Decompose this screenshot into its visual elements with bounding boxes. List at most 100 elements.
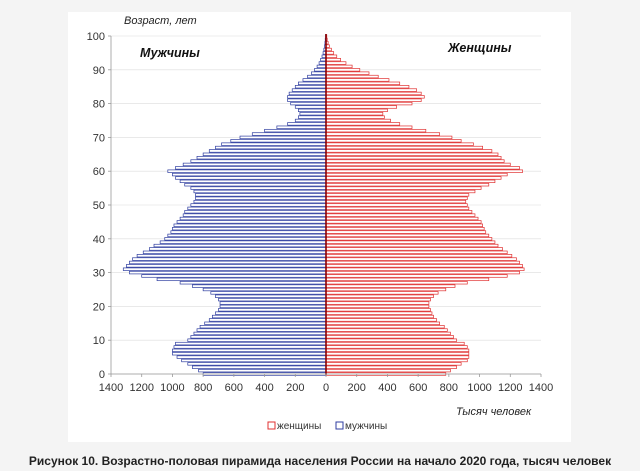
bar-men-age-52	[195, 196, 327, 200]
bar-men-age-37	[149, 247, 327, 251]
bar-men-age-15	[204, 321, 327, 325]
bar-men-age-66	[208, 149, 327, 153]
bar-women-age-87	[325, 78, 390, 82]
bar-men-age-35	[136, 254, 327, 258]
bar-women-age-4	[325, 358, 468, 363]
bar-men-age-26	[192, 284, 327, 288]
bar-men-age-51	[193, 199, 327, 204]
legend: женщины мужчины	[267, 421, 387, 432]
bar-men-age-19	[218, 308, 327, 312]
bar-women-age-45	[325, 220, 482, 224]
bar-women-age-5	[325, 355, 470, 359]
x-tick-labels: 1400 1200 1000 800 600 400 200 0 200 400 600 800 100…	[99, 374, 553, 394]
bar-women-age-40	[325, 237, 493, 241]
bar-men-age-57	[179, 179, 327, 183]
bar-women-age-10	[325, 338, 457, 342]
bar-women-age-28	[325, 277, 490, 282]
x-tick-label-9: 400	[378, 382, 396, 394]
bar-women-age-63	[325, 159, 505, 163]
bar-women-age-92	[325, 61, 347, 65]
bar-women-age-77	[325, 112, 384, 116]
bar-women-age-66	[325, 149, 493, 153]
bar-men-age-84	[291, 88, 327, 92]
x-tick-label-4: 600	[225, 382, 243, 394]
bar-women-age-7	[325, 348, 470, 352]
x-tick-label-14: 1400	[529, 382, 553, 394]
x-tick-label-1: 1200	[129, 382, 153, 394]
bar-men-age-53	[195, 193, 327, 197]
bar-men-age-55	[190, 186, 327, 190]
bar-women-age-68	[325, 142, 474, 146]
bar-women-age-15	[325, 321, 440, 325]
bar-men-age-8	[173, 345, 327, 349]
x-tick-label-2: 1000	[160, 382, 184, 394]
bar-men-age-70	[239, 135, 327, 140]
bar-women-age-65	[325, 152, 499, 156]
bar-women-age-42	[325, 230, 487, 234]
bar-men-age-36	[142, 250, 327, 254]
bar-women-age-82	[325, 95, 425, 99]
bar-women-age-52	[325, 196, 468, 200]
bar-men-age-71	[251, 132, 327, 136]
chart-panel: 0 10 20 30 40 50 60 70 80 90 100 1400 1200 1000 800 60…	[68, 12, 571, 442]
bar-women-age-51	[325, 199, 467, 204]
bar-women-age-27	[325, 281, 468, 285]
bar-men-age-65	[202, 152, 327, 156]
bar-men-age-17	[212, 314, 327, 319]
x-tick-label-5: 400	[255, 382, 273, 394]
bar-women-age-69	[325, 139, 462, 143]
bar-men-age-74	[287, 122, 327, 126]
bar-women-age-36	[325, 250, 508, 254]
bar-women-age-29	[325, 274, 508, 278]
bar-women-age-25	[325, 287, 447, 292]
bar-men-age-47	[182, 213, 327, 217]
women-label: Женщины	[447, 41, 512, 55]
bar-men-age-62	[182, 162, 327, 167]
bar-women-age-32	[325, 264, 523, 268]
bar-men-age-11	[190, 335, 327, 339]
bar-women-age-94	[325, 54, 338, 58]
bar-men-age-46	[179, 216, 327, 221]
y-tick-label-100: 100	[87, 31, 105, 43]
bar-women-age-34	[325, 257, 517, 261]
y-tick-label-50: 50	[93, 200, 105, 212]
bar-men-age-43	[172, 227, 327, 231]
legend-label-women: женщины	[277, 421, 321, 432]
bar-men-age-90	[314, 68, 327, 72]
bar-women-age-89	[325, 71, 370, 75]
bar-men-age-86	[298, 81, 327, 85]
bar-women-age-13	[325, 328, 448, 332]
bar-men-age-87	[302, 78, 327, 82]
bar-men-age-85	[294, 85, 327, 89]
bar-women-age-30	[325, 270, 520, 275]
y-axis-title: Возраст, лет	[124, 15, 197, 27]
bar-men-age-78	[298, 108, 327, 113]
bar-women-age-11	[325, 335, 454, 339]
x-tick-label-13: 1200	[498, 382, 522, 394]
bar-men-age-92	[318, 61, 327, 65]
bar-women-age-54	[325, 189, 476, 194]
bar-men-age-79	[294, 105, 327, 109]
bar-women-age-6	[325, 352, 470, 356]
bar-women-age-24	[325, 291, 439, 295]
bar-women-age-16	[325, 318, 437, 322]
bar-women-age-91	[325, 64, 353, 69]
bar-women-age-72	[325, 128, 427, 133]
bar-men-age-56	[184, 183, 327, 187]
bar-women-age-85	[325, 85, 410, 89]
bar-men-age-13	[196, 328, 327, 332]
y-tick-label-90: 90	[93, 65, 105, 77]
bar-men-age-34	[132, 257, 327, 261]
bar-men-age-81	[287, 98, 327, 102]
bar-women-age-22	[325, 297, 431, 302]
bar-men-age-69	[230, 139, 327, 143]
bar-women-age-86	[325, 81, 401, 85]
bar-women-age-75	[325, 118, 391, 123]
bar-women-age-96	[325, 47, 332, 52]
y-tick-label-20: 20	[93, 301, 105, 313]
bar-women-age-84	[325, 88, 417, 92]
bar-men-age-1	[198, 368, 327, 373]
legend-swatch-women	[267, 421, 276, 430]
bar-women-age-12	[325, 331, 451, 336]
x-tick-label-3: 800	[194, 382, 212, 394]
